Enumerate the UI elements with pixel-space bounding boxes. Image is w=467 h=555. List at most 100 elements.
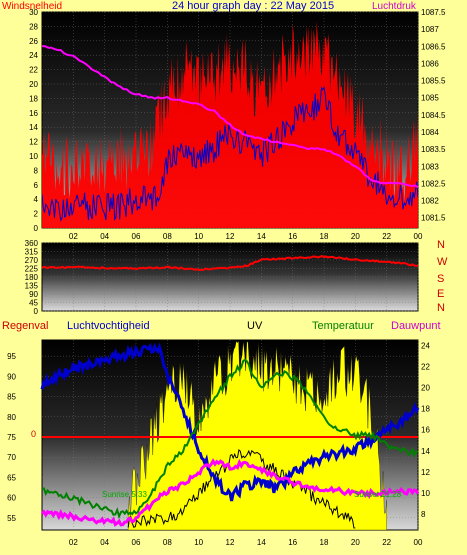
climate-xtick-00: 00: [414, 538, 423, 547]
climate-xtick-06: 06: [132, 538, 141, 547]
winddir-ytick-45: 45: [29, 299, 38, 308]
climate-xtick-04: 04: [100, 538, 109, 547]
temp-ytick-10: 10: [421, 489, 430, 498]
climate-xtick-08: 08: [163, 538, 172, 547]
compass-s: S: [437, 273, 445, 285]
wind-ytick-2: 2: [34, 210, 39, 219]
pressure-ytick-1085: 1085: [421, 94, 439, 103]
humidity-ytick-55: 55: [7, 514, 16, 523]
pressure-ytick-1081.5: 1081.5: [421, 214, 446, 223]
pressure-ytick-1085.5: 1085.5: [421, 77, 446, 86]
wind-ytick-6: 6: [34, 181, 39, 190]
pressure-ytick-1082: 1082: [421, 197, 439, 206]
pressure-line: [41, 45, 419, 189]
humidity-label: Luchtvochtigheid: [67, 320, 150, 332]
winddir-line: [41, 255, 419, 272]
climate-xtick-18: 18: [320, 538, 329, 547]
wind-xtick-16: 16: [288, 232, 297, 241]
pressure-ytick-1086.5: 1086.5: [421, 42, 446, 51]
winddir-ytick-0: 0: [34, 307, 39, 316]
wind-ytick-26: 26: [29, 37, 38, 46]
winddir-ytick-180: 180: [25, 273, 39, 282]
dewpoint-label: Dauwpunt: [391, 320, 441, 332]
chart-title: 24 hour graph day : 22 May 2015: [172, 0, 335, 12]
wind-xtick-10: 10: [194, 232, 203, 241]
climate-xtick-22: 22: [382, 538, 391, 547]
wind-ytick-4: 4: [34, 195, 39, 204]
pressure-ytick-1086: 1086: [421, 59, 439, 68]
humidity-ytick-60: 60: [7, 494, 16, 503]
temperature-label: Temperatuur: [312, 320, 374, 332]
climate-xtick-14: 14: [257, 538, 266, 547]
temp-ytick-22: 22: [421, 362, 430, 371]
wind-ytick-20: 20: [29, 80, 38, 89]
temp-ytick-12: 12: [421, 468, 430, 477]
compass-n-top: N: [437, 239, 445, 251]
uv-label: UV: [247, 320, 263, 332]
wind-xtick-22: 22: [382, 232, 391, 241]
dewpoint-line: [40, 458, 420, 527]
climate-xtick-16: 16: [288, 538, 297, 547]
wind-ytick-12: 12: [29, 138, 38, 147]
wind-xtick-08: 08: [163, 232, 172, 241]
humidity-ytick-70: 70: [7, 453, 16, 462]
climate-xtick-20: 20: [351, 538, 360, 547]
wind-ytick-0: 0: [34, 224, 39, 233]
wind-xtick-14: 14: [257, 232, 266, 241]
wind-average-line: [41, 86, 419, 222]
climate-xtick-12: 12: [226, 538, 235, 547]
humidity-ytick-90: 90: [7, 372, 16, 381]
temp-ytick-20: 20: [421, 384, 430, 393]
humidity-ytick-80: 80: [7, 413, 16, 422]
wind-ytick-22: 22: [29, 66, 38, 75]
rain-zero-label: 0: [31, 429, 37, 439]
compass-n-bottom: N: [437, 302, 445, 314]
pressure-ytick-1083: 1083: [421, 162, 439, 171]
wind-xtick-02: 02: [69, 232, 78, 241]
wind-ytick-24: 24: [29, 51, 38, 60]
sunset-label: Sunset 21:28: [354, 490, 402, 499]
wind-ytick-28: 28: [29, 22, 38, 31]
wind-ytick-14: 14: [29, 123, 38, 132]
temp-ytick-24: 24: [421, 341, 430, 350]
winddir-ytick-225: 225: [25, 265, 39, 274]
solar-line: [127, 449, 356, 529]
wind-xtick-18: 18: [320, 232, 329, 241]
humidity-ytick-95: 95: [7, 352, 16, 361]
wind-ytick-18: 18: [29, 94, 38, 103]
temp-ytick-18: 18: [421, 405, 430, 414]
pressure-axis-label: Luchtdruk: [372, 1, 416, 12]
pressure-ytick-1082.5: 1082.5: [421, 179, 446, 188]
pressure-ytick-1087.5: 1087.5: [421, 8, 446, 17]
winddir-ytick-135: 135: [25, 282, 39, 291]
wind-ytick-30: 30: [29, 8, 38, 17]
sunrise-label: Sunrise 5:33: [102, 490, 147, 499]
winddir-ytick-315: 315: [25, 248, 39, 257]
winddir-ytick-90: 90: [29, 290, 38, 299]
wind-xtick-04: 04: [100, 232, 109, 241]
pressure-ytick-1083.5: 1083.5: [421, 145, 446, 154]
wind-ytick-16: 16: [29, 109, 38, 118]
wind-xtick-00: 00: [414, 232, 423, 241]
winddir-ytick-360: 360: [25, 239, 39, 248]
pressure-ytick-1084: 1084: [421, 128, 439, 137]
humidity-ytick-85: 85: [7, 393, 16, 402]
pressure-ytick-1087: 1087: [421, 25, 439, 34]
pressure-ytick-1084.5: 1084.5: [421, 111, 446, 120]
compass-w: W: [437, 256, 448, 268]
wind-xtick-20: 20: [351, 232, 360, 241]
wind-ytick-10: 10: [29, 152, 38, 161]
wind-ytick-8: 8: [34, 166, 39, 175]
wind-xtick-12: 12: [226, 232, 235, 241]
climate-xtick-10: 10: [194, 538, 203, 547]
climate-xtick-02: 02: [69, 538, 78, 547]
winddir-ytick-270: 270: [25, 256, 39, 265]
wind-axis-label: Windsnelheid: [2, 1, 63, 12]
temp-ytick-8: 8: [421, 510, 426, 519]
temperature-line: [41, 358, 419, 520]
temp-ytick-14: 14: [421, 447, 430, 456]
temp-ytick-16: 16: [421, 426, 430, 435]
rain-label: Regenval: [2, 320, 49, 332]
compass-e: E: [437, 288, 445, 300]
